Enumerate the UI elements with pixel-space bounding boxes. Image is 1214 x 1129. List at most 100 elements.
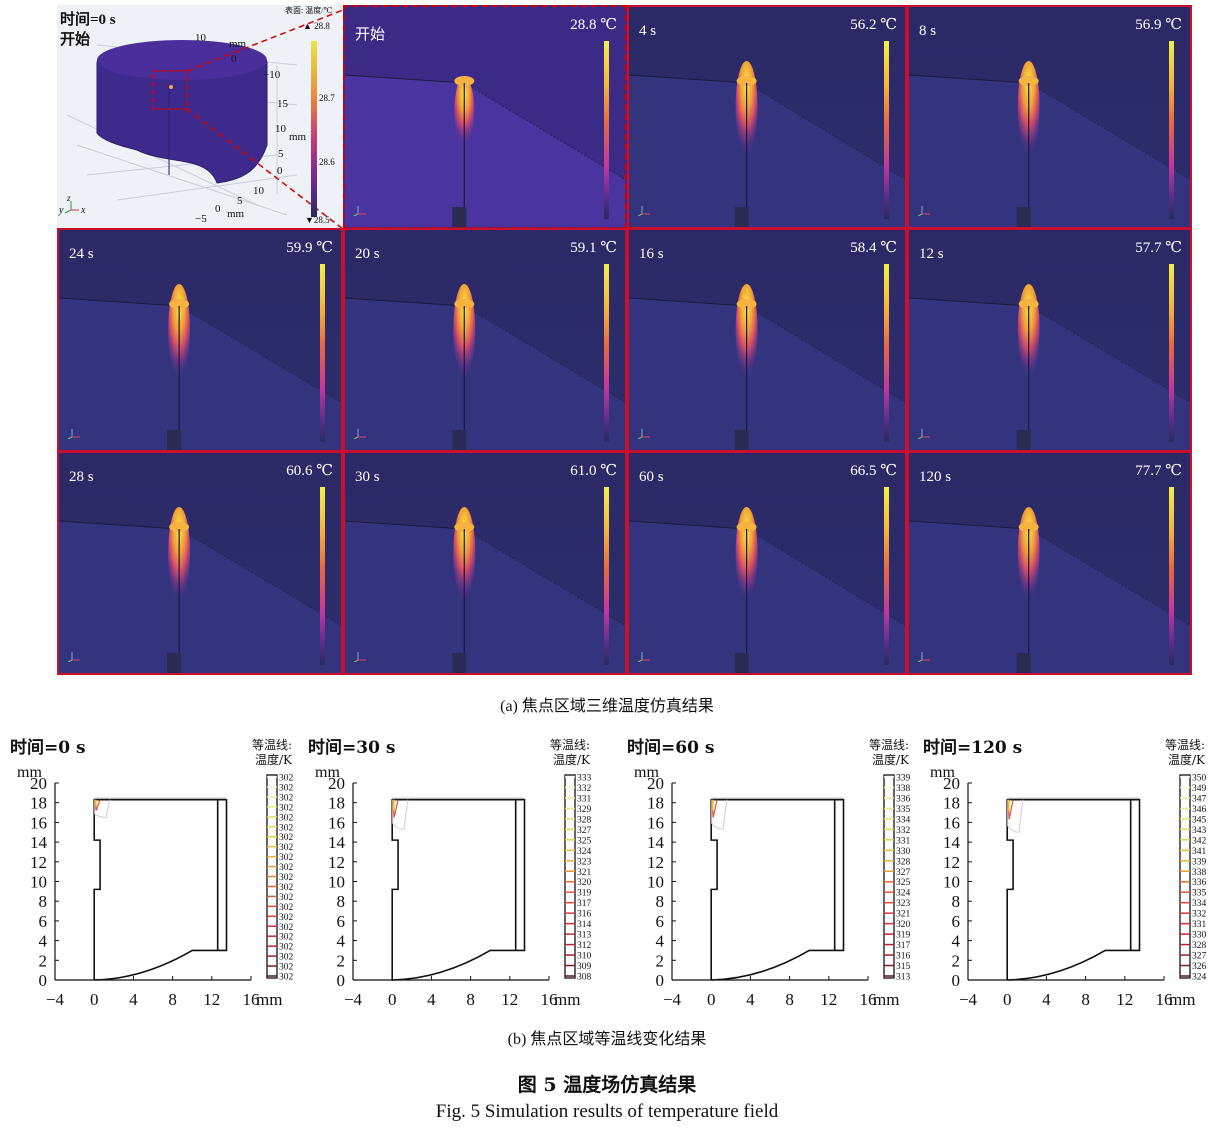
x-tick-label: 0 [90,990,99,1009]
x-tick-label: −4 [959,990,978,1009]
legend-level: 302 [279,893,294,903]
frame-time-label: 24 s [69,246,94,262]
y-tick-label: 20 [647,774,664,793]
thermal-frame: 8 s 56.9 ℃ [907,5,1192,229]
legend-level: 332 [577,784,592,794]
y-tick-label: 8 [952,892,961,911]
triad-icon [353,203,367,217]
legend-level: 302 [279,843,294,853]
legend-level: 315 [896,962,911,972]
legend-level: 328 [896,857,911,867]
x-tick-label: 12 [203,990,220,1009]
axis-label: 10 [275,123,286,135]
frame-max-temp: 66.5 ℃ [850,463,897,479]
y-tick-label: 2 [952,951,961,970]
x-axis-label: mm [1169,990,1195,1009]
y-tick-label: 10 [943,873,960,892]
colorbar [884,41,889,219]
legend-level: 302 [279,853,294,863]
colorbar [604,264,609,442]
y-tick-label: 14 [30,833,48,852]
legend-level: 302 [279,933,294,943]
x-axis-label: mm [554,990,580,1009]
x-tick-label: 8 [168,990,177,1009]
x-tick-label: 8 [785,990,794,1009]
thermal-field [345,74,625,227]
x-tick-label: 8 [1081,990,1090,1009]
y-tick-label: 2 [656,951,665,970]
legend-level: 327 [577,826,592,836]
y-axis-label: mm [17,764,42,781]
triad-icon [353,426,367,440]
x-tick-label: 12 [820,990,837,1009]
y-tick-label: 20 [943,774,960,793]
thermal-field [629,284,905,450]
legend-level: 302 [279,863,294,873]
legend-level: 336 [1192,878,1207,888]
legend-level: 302 [279,903,294,913]
legend-level: 309 [577,962,592,972]
y-tick-label: 0 [39,971,48,990]
y-tick-label: 8 [337,892,346,911]
legend-level: 302 [279,813,294,823]
y-tick-label: 16 [943,813,960,832]
y-tick-label: 2 [39,951,48,970]
triad-icon [64,201,79,214]
contour-title: 时间=60 s [627,737,714,758]
x-tick-label: 0 [707,990,716,1009]
legend-level: 313 [577,931,592,941]
colorbar [320,264,325,442]
legend-level: 302 [279,793,294,803]
legend-level: 330 [896,847,911,857]
y-tick-label: 8 [39,892,48,911]
thermal-frame: 30 s 61.0 ℃ [343,451,627,675]
overview-3d-drawing [64,9,343,229]
legend-box [883,774,895,979]
holder [167,653,182,673]
y-tick-label: 14 [647,833,665,852]
surface-lower [345,75,625,227]
frame-max-temp: 58.4 ℃ [850,240,897,256]
contour-plot: 0 2 4 6 8 10 12 14 16 18 20 −4 0 4 8 12 16 mm mm 时间=0 s 等温线:… [5,735,305,1015]
surface-lower [345,521,625,673]
y-tick-label: 6 [337,912,346,931]
legend-level: 339 [1192,857,1207,867]
x-tick-label: 4 [427,990,436,1009]
thermal-frame: 20 s 59.1 ℃ [343,228,627,452]
x-tick-label: 16 [541,990,558,1009]
frame-max-temp: 56.9 ℃ [1135,17,1182,33]
thermal-frame: 60 s 66.5 ℃ [627,451,907,675]
frame-time-label: 60 s [639,469,664,485]
triad-label-x: x [81,205,86,216]
legend-level: 302 [279,943,294,953]
axis-label: 15 [277,98,288,110]
x-tick-label: −4 [663,990,682,1009]
legend-level: 328 [1192,941,1207,951]
thermal-frame: 开始 28.8 ℃ [343,5,627,229]
frame-time-label: 30 s [355,469,380,485]
triad-icon [917,426,931,440]
y-tick-label: 18 [328,794,345,813]
y-tick-label: 2 [337,951,346,970]
triad-label-z: z [67,193,71,203]
legend-title: 温度/K [872,752,910,767]
thermal-frame: 12 s 57.7 ℃ [907,228,1192,452]
legend-level: 317 [896,941,911,951]
axis-label: mm [227,208,245,220]
legend-level: 332 [896,826,911,836]
overview-colorbar [311,41,317,217]
legend-level: 323 [577,857,592,867]
isotherm-outer [711,799,728,830]
legend-level: 335 [1192,889,1207,899]
legend-level: 325 [896,878,911,888]
x-tick-label: 16 [860,990,877,1009]
legend-level: 324 [577,847,592,857]
thermal-field [59,507,341,673]
legend-level: 308 [577,973,592,983]
holder [734,430,749,450]
y-tick-label: 14 [328,833,346,852]
y-tick-label: 20 [328,774,345,793]
legend-level: 302 [279,833,294,843]
legend-level: 331 [1192,920,1207,930]
y-axis-label: mm [315,764,340,781]
